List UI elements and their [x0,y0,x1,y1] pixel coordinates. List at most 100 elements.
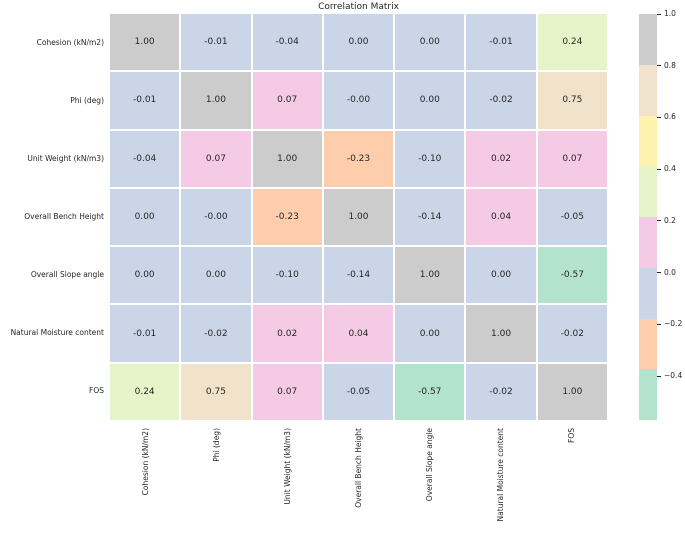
heatmap-cell: 1.00 [537,363,607,420]
heatmap-cell: -0.04 [252,14,322,71]
heatmap-cell: 1.00 [252,130,322,187]
heatmap-cell: -0.57 [537,247,607,304]
heatmap-cell: -0.00 [181,188,251,246]
colorbar-segment [639,166,657,217]
heatmap-cell: 0.02 [252,305,322,362]
heatmap-cell: 0.07 [181,130,251,187]
colorbar-tick-label: 0.8 [664,60,676,70]
cell-value: 1.00 [562,386,583,397]
heatmap-cell: -0.23 [323,130,394,187]
cell-value: 0.07 [277,95,298,106]
cell-value: 0.07 [562,153,583,164]
heatmap-cell: -0.23 [252,188,322,246]
heatmap-grid: 1.00 -0.01 -0.04 0.00 0.00 -0.01 0.24 -0.01 1.00… [110,14,607,420]
cell-value: 1.00 [205,95,226,106]
cell-value: 1.00 [277,153,298,164]
heatmap-cell: -0.02 [181,305,251,362]
colorbar-segment [639,64,657,116]
x-tick-label-text: Cohesion (kN/m2) [140,428,150,496]
colorbar-tick-mark [657,168,661,170]
cell-value: 1.00 [491,328,512,339]
y-tick-label: Unit Weight (kN/m3) [27,154,104,163]
heatmap-cell: -0.04 [110,130,180,187]
cell-value: -0.14 [418,211,442,222]
cell-value: 0.24 [562,37,583,48]
heatmap-cell: 0.07 [252,72,322,129]
cell-value: -0.02 [560,328,584,339]
cell-value: -0.01 [132,328,157,339]
heatmap-cell: 0.24 [537,14,607,71]
chart-title: Correlation Matrix [318,2,399,12]
cell-value: 0.02 [491,153,512,164]
heatmap-cell: 0.00 [395,72,465,129]
y-tick-label: Phi (deg) [70,96,104,105]
colorbar-segment [639,14,657,65]
colorbar-segment [639,267,657,319]
y-tick-label: Overall Slope angle [30,270,104,279]
colorbar-tick-label: 0.0 [664,267,676,277]
x-tick-label-text: Overall Slope angle [424,428,434,502]
colorbar-segment [639,369,657,420]
cell-value: -0.05 [346,386,371,397]
cell-value: -0.14 [346,270,371,281]
heatmap-cell: 0.75 [537,72,607,129]
cell-value: 0.75 [562,95,583,106]
cell-value: -0.04 [132,153,157,164]
cell-value: -0.10 [275,270,299,281]
heatmap-cell: -0.00 [323,72,394,129]
heatmap-cell: -0.02 [466,72,536,129]
x-tick-label-text: FOS [566,428,576,443]
heatmap-cell: 0.00 [110,188,180,246]
x-tick-label-text: Unit Weight (kN/m3) [282,428,292,505]
cell-value: -0.00 [346,95,371,106]
colorbar-segment [639,217,657,268]
cell-value: 0.07 [277,386,298,397]
colorbar-tick-mark [657,116,661,118]
cell-value: 0.02 [277,328,298,339]
heatmap-cell: -0.05 [323,363,394,420]
cell-value: 0.00 [419,95,440,106]
cell-value: 0.00 [348,37,369,48]
y-tick-label: Natural Moisture content [10,328,104,337]
colorbar [639,14,657,420]
cell-value: 0.04 [348,328,369,339]
cell-value: 0.04 [491,211,512,222]
heatmap-cell: -0.01 [110,72,180,129]
heatmap-cell: 0.07 [537,130,607,187]
cell-value: 0.00 [134,211,155,222]
colorbar-tick-label: 0.6 [664,112,676,122]
colorbar-tick-mark [657,272,661,274]
colorbar-tick-mark [657,65,661,67]
cell-value: 0.07 [205,153,226,164]
y-tick-label: FOS [89,386,104,395]
heatmap-cell: 0.00 [395,305,465,362]
colorbar-segment [639,115,657,167]
cell-value: 0.00 [419,37,440,48]
cell-value: -0.23 [346,153,371,164]
y-tick-label: Cohesion (kN/m2) [36,38,104,47]
heatmap-cell: 0.24 [110,363,180,420]
cell-value: -0.57 [418,386,442,397]
heatmap-cell: 1.00 [181,72,251,129]
x-tick-label-text: Natural Moisture content [495,428,505,522]
heatmap-cell: -0.10 [252,247,322,304]
heatmap-cell: 0.02 [466,130,536,187]
cell-value: 0.75 [205,386,226,397]
heatmap-cell: 0.00 [395,14,465,71]
heatmap-cell: 1.00 [395,247,465,304]
heatmap-cell: 1.00 [466,305,536,362]
heatmap-cell: 0.04 [323,305,394,362]
heatmap-cell: -0.01 [466,14,536,71]
colorbar-tick-mark [657,220,661,222]
cell-value: 0.24 [134,386,155,397]
heatmap-cell: 0.00 [181,247,251,304]
cell-value: -0.02 [204,328,228,339]
heatmap-cell: -0.05 [537,188,607,246]
colorbar-tick-mark [657,13,661,15]
colorbar-tick-label: 1.0 [664,9,676,18]
colorbar-segment [639,318,657,370]
colorbar-tick-mark [657,375,661,377]
cell-value: -0.04 [275,37,299,48]
heatmap-cell: -0.10 [395,130,465,187]
heatmap-cell: 0.04 [466,188,536,246]
